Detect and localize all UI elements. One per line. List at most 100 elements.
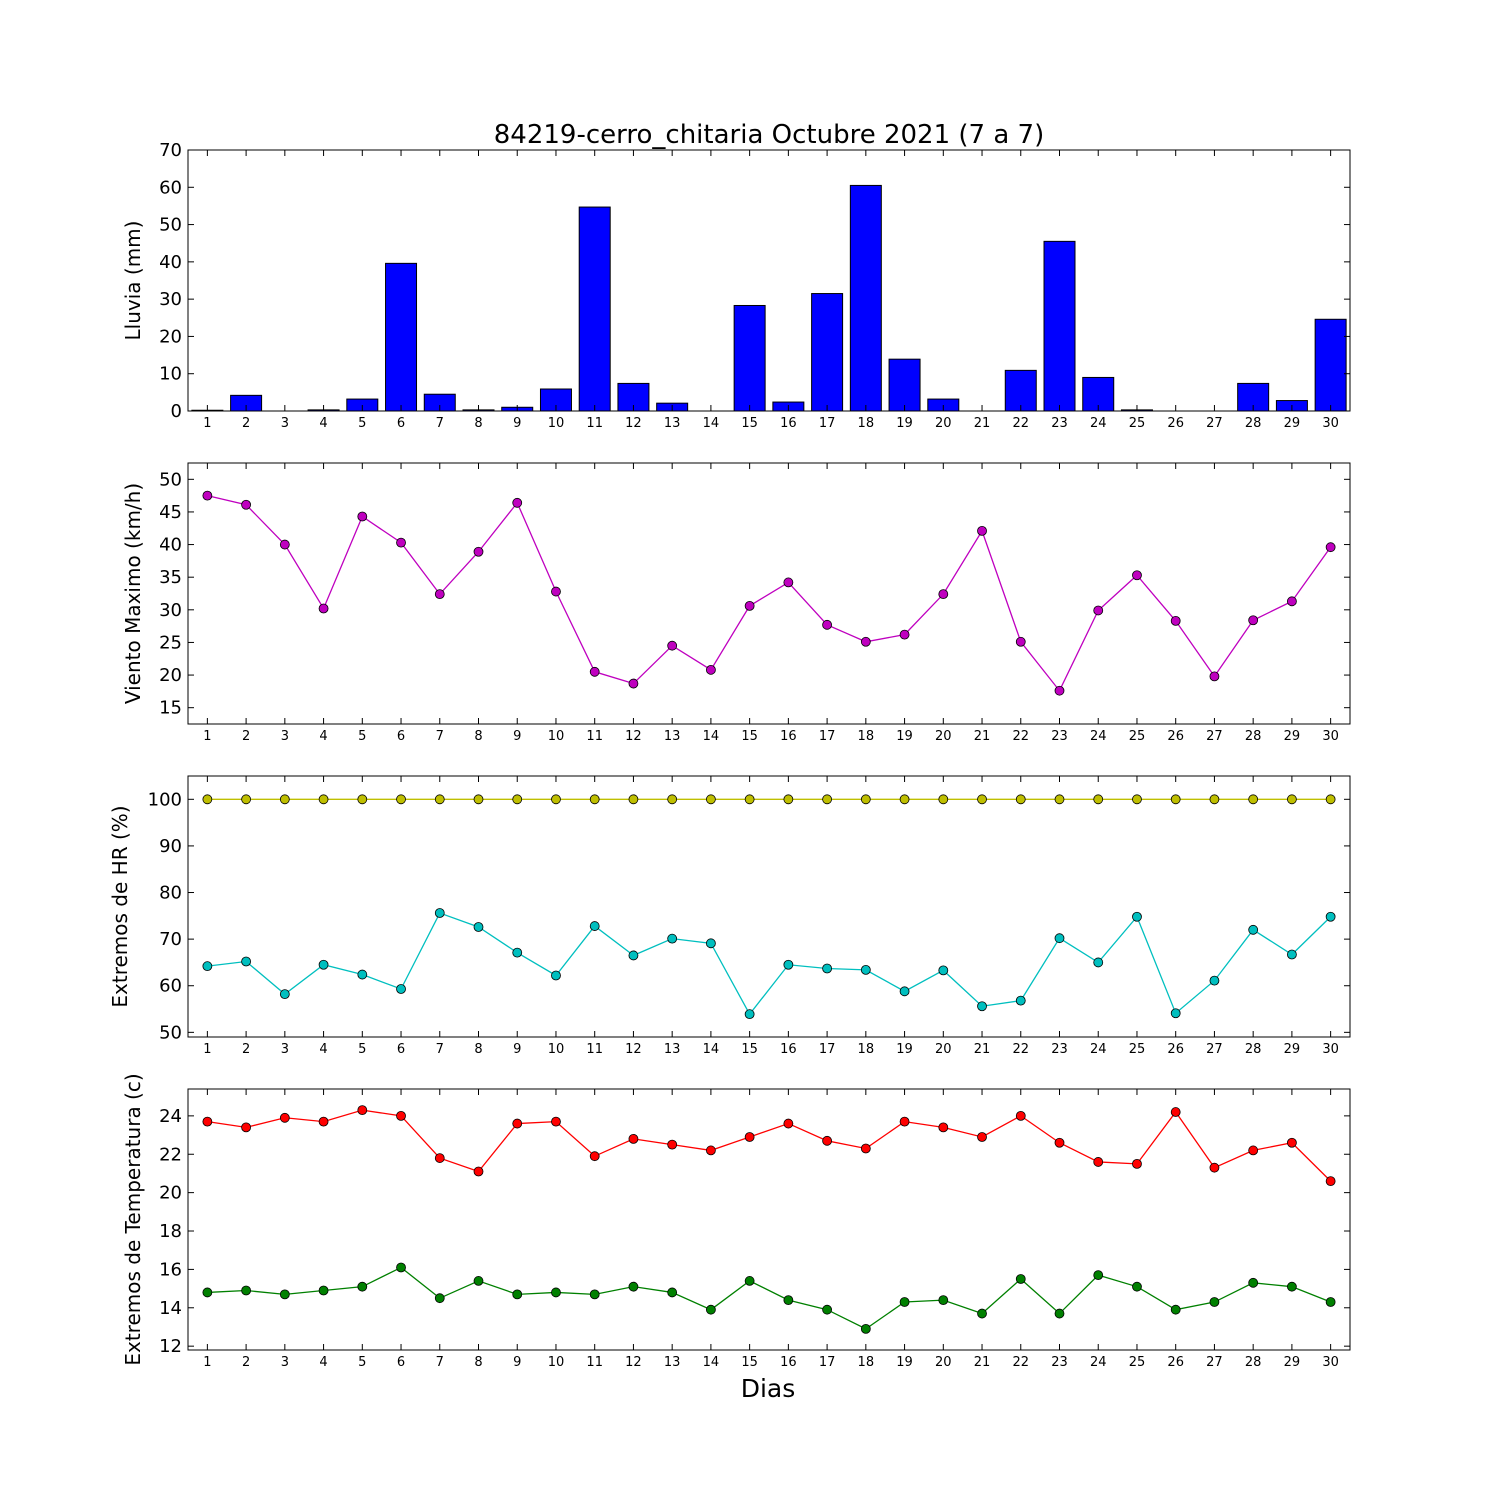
y-tick-label: 10 bbox=[159, 364, 182, 385]
x-tick-label: 21 bbox=[974, 729, 991, 744]
y-axis-label: Lluvia (mm) bbox=[121, 221, 145, 341]
data-point bbox=[1054, 933, 1065, 944]
data-point bbox=[473, 922, 484, 932]
data-point bbox=[551, 970, 561, 981]
data-point bbox=[512, 947, 523, 958]
data-point bbox=[938, 1122, 949, 1133]
data-point bbox=[473, 794, 484, 805]
plot-frame bbox=[187, 462, 1351, 725]
x-tick-label: 27 bbox=[1206, 1042, 1223, 1057]
data-point bbox=[822, 1304, 832, 1315]
y-tick-label: 40 bbox=[159, 252, 182, 273]
x-tick-label: 28 bbox=[1245, 1355, 1262, 1370]
data-point bbox=[783, 959, 794, 970]
x-tick-label: 18 bbox=[858, 416, 875, 431]
data-point bbox=[1015, 636, 1026, 647]
data-point bbox=[241, 794, 252, 805]
x-tick-label: 5 bbox=[358, 729, 366, 744]
x-tick-label: 8 bbox=[474, 416, 482, 431]
data-point bbox=[860, 1323, 871, 1334]
x-tick-label: 1 bbox=[203, 1355, 211, 1370]
data-point bbox=[628, 678, 639, 689]
x-tick-label: 25 bbox=[1129, 416, 1146, 431]
data-point bbox=[977, 1308, 987, 1319]
y-tick-label: 24 bbox=[159, 1106, 182, 1127]
data-point bbox=[551, 794, 561, 805]
x-tick-label: 1 bbox=[203, 729, 211, 744]
data-point bbox=[434, 908, 445, 918]
x-tick-label: 15 bbox=[741, 1355, 758, 1370]
data-point bbox=[977, 1001, 987, 1012]
x-tick-label: 15 bbox=[741, 416, 758, 431]
data-point bbox=[860, 964, 871, 975]
y-tick-label: 25 bbox=[159, 632, 182, 653]
y-tick-label: 14 bbox=[159, 1298, 182, 1319]
data-point bbox=[318, 603, 329, 614]
data-point bbox=[357, 1105, 368, 1116]
data-point bbox=[357, 1281, 368, 1292]
x-tick-label: 3 bbox=[281, 729, 289, 744]
data-point bbox=[977, 1132, 987, 1142]
x-tick-label: 23 bbox=[1051, 1355, 1068, 1370]
data-point bbox=[899, 1116, 910, 1127]
data-point bbox=[744, 1132, 755, 1142]
data-point bbox=[202, 794, 213, 805]
rain-bar bbox=[578, 206, 611, 412]
data-point bbox=[589, 666, 600, 677]
x-tick-label: 9 bbox=[513, 1042, 521, 1057]
x-tick-label: 21 bbox=[974, 1042, 991, 1057]
data-point bbox=[473, 1166, 484, 1177]
data-point bbox=[357, 511, 368, 522]
data-point bbox=[589, 794, 600, 805]
y-tick-label: 16 bbox=[159, 1259, 182, 1280]
data-point bbox=[899, 986, 910, 997]
data-point bbox=[1170, 616, 1181, 626]
x-tick-label: 18 bbox=[858, 1355, 875, 1370]
data-point bbox=[1248, 615, 1259, 626]
data-point bbox=[241, 499, 252, 510]
data-point bbox=[1054, 1308, 1065, 1319]
data-point bbox=[241, 1122, 252, 1133]
x-tick-label: 21 bbox=[974, 416, 991, 431]
x-tick-label: 7 bbox=[436, 1355, 444, 1370]
data-point bbox=[396, 984, 406, 994]
data-point bbox=[396, 794, 406, 805]
x-tick-label: 23 bbox=[1051, 729, 1068, 744]
x-tick-label: 20 bbox=[935, 1355, 952, 1370]
x-tick-label: 24 bbox=[1090, 729, 1107, 744]
data-point bbox=[706, 664, 716, 675]
data-point bbox=[822, 619, 832, 630]
data-point bbox=[1054, 685, 1065, 696]
data-point bbox=[899, 794, 910, 805]
data-point bbox=[202, 490, 213, 501]
y-tick-label: 30 bbox=[159, 600, 182, 621]
data-point bbox=[434, 794, 445, 805]
data-point bbox=[1170, 1304, 1181, 1315]
y-axis-label: Extremos de HR (%) bbox=[108, 805, 132, 1007]
data-point bbox=[1132, 911, 1142, 922]
data-point bbox=[589, 1289, 600, 1300]
x-tick-label: 4 bbox=[319, 1042, 327, 1057]
data-point bbox=[1015, 1274, 1026, 1284]
plot-frame bbox=[187, 1088, 1351, 1351]
y-tick-label: 0 bbox=[171, 401, 182, 422]
x-tick-label: 4 bbox=[319, 1355, 327, 1370]
data-point bbox=[860, 636, 871, 647]
x-tick-label: 4 bbox=[319, 416, 327, 431]
y-tick-label: 22 bbox=[159, 1144, 182, 1165]
x-tick-label: 29 bbox=[1284, 416, 1301, 431]
data-point bbox=[977, 525, 987, 536]
x-tick-label: 5 bbox=[358, 1355, 366, 1370]
rain-bar bbox=[811, 293, 844, 412]
data-point bbox=[1325, 794, 1336, 805]
data-point bbox=[667, 640, 678, 651]
x-tick-label: 20 bbox=[935, 1042, 952, 1057]
data-point bbox=[357, 794, 368, 805]
x-tick-label: 13 bbox=[664, 1042, 681, 1057]
x-tick-label: 29 bbox=[1284, 1042, 1301, 1057]
data-point bbox=[744, 1276, 755, 1286]
chart-title: 84219-cerro_chitaria Octubre 2021 (7 a 7… bbox=[494, 120, 1044, 150]
